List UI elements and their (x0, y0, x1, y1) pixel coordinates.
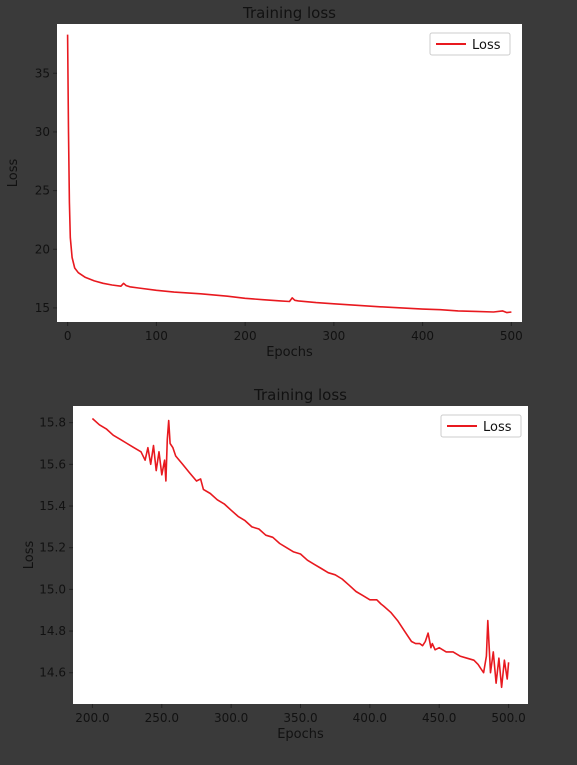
x-tick-label: 200.0 (75, 711, 109, 725)
chart-title: Training loss (242, 4, 336, 22)
series-line-loss (66, 34, 512, 314)
plot-area (57, 24, 522, 322)
x-tick-label: 250.0 (145, 711, 179, 725)
y-tick-label: 15.6 (39, 457, 66, 471)
y-tick-label: 30 (35, 125, 50, 139)
chart-title: Training loss (253, 386, 347, 404)
x-tick-label: 0 (64, 329, 72, 343)
x-tick-label: 400 (411, 329, 434, 343)
y-axis-label: Loss (22, 541, 37, 570)
y-tick-label: 15 (35, 301, 50, 315)
y-tick-label: 35 (35, 66, 50, 80)
y-axis-label: Loss (6, 159, 21, 188)
y-tick-label: 15.2 (39, 541, 66, 555)
y-tick-label: 15.0 (39, 582, 66, 596)
chart-2 (69, 406, 528, 708)
x-axis-label: Epochs (277, 727, 324, 742)
x-tick-label: 300 (322, 329, 345, 343)
x-tick-label: 500 (500, 329, 523, 343)
legend-box (429, 32, 511, 56)
x-axis-label: Epochs (266, 345, 313, 360)
x-tick-label: 100 (145, 329, 168, 343)
x-tick-label: 350.0 (283, 711, 317, 725)
legend-label: Loss (472, 38, 501, 53)
y-tick-label: 25 (35, 184, 50, 198)
y-tick-label: 14.8 (39, 624, 66, 638)
y-tick-label: 14.6 (39, 666, 66, 680)
x-tick-label: 500.0 (491, 711, 525, 725)
x-tick-label: 450.0 (422, 711, 456, 725)
legend-box (440, 414, 522, 438)
series-line-loss (91, 417, 510, 689)
y-tick-label: 20 (35, 242, 50, 256)
x-tick-label: 400.0 (353, 711, 387, 725)
x-tick-label: 200 (234, 329, 257, 343)
chart-1 (53, 24, 522, 326)
legend-label: Loss (483, 420, 512, 435)
x-tick-label: 300.0 (214, 711, 248, 725)
y-tick-label: 15.4 (39, 499, 66, 513)
y-tick-label: 15.8 (39, 416, 66, 430)
